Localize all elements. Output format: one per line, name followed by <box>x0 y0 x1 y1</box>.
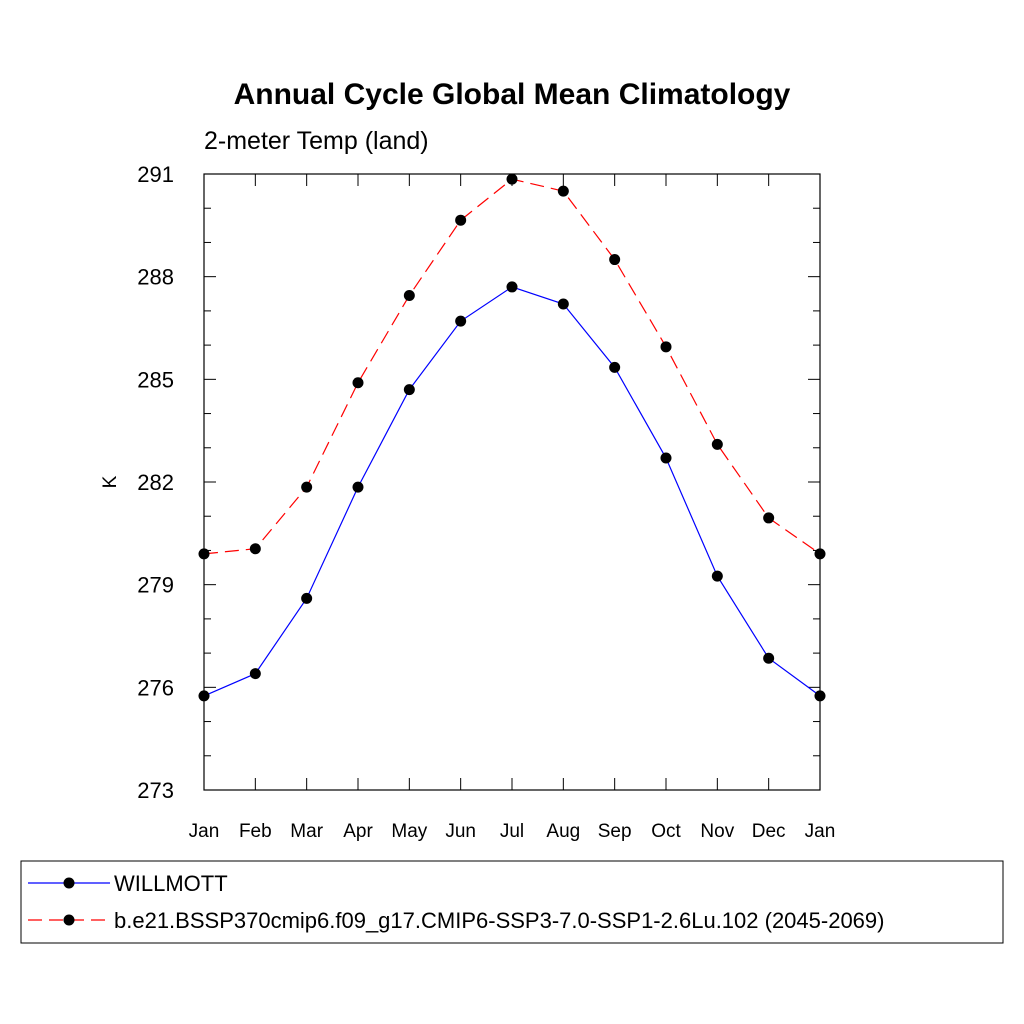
series-2-point <box>711 438 723 450</box>
y-tick-label: 291 <box>137 162 174 187</box>
x-tick-label: Jan <box>189 821 220 842</box>
series-1-point <box>609 361 621 373</box>
series-2-point <box>352 377 364 389</box>
series-2-point <box>763 512 775 524</box>
series-1-point <box>352 481 364 493</box>
series-1-point <box>403 384 415 396</box>
series-1-point <box>660 452 672 464</box>
series-1-point <box>301 592 313 604</box>
series-2-point <box>249 543 261 555</box>
series-line-2 <box>203 178 821 555</box>
series-1-point <box>763 652 775 664</box>
y-tick-label: 288 <box>137 265 174 290</box>
legend-marker-1 <box>63 877 75 889</box>
series-2-point <box>609 254 621 266</box>
y-tick-label: 273 <box>137 778 174 803</box>
series-1-point <box>506 281 518 293</box>
series-2-point <box>557 185 569 197</box>
series-2-point <box>455 214 467 226</box>
series-2-point <box>506 173 518 185</box>
series-lines <box>203 178 821 697</box>
legend-label-1: WILLMOTT <box>114 871 228 896</box>
series-2-point <box>814 548 826 560</box>
x-tick-label: Jul <box>500 821 524 842</box>
legend-box <box>20 860 1004 944</box>
y-tick-label: 285 <box>137 367 174 392</box>
series-2-point <box>198 548 210 560</box>
series-2-point <box>403 289 415 301</box>
series-2-point <box>301 481 313 493</box>
series-1-point <box>557 298 569 310</box>
series-1-point <box>455 315 467 327</box>
y-tick-label: 279 <box>137 573 174 598</box>
legend-marker-2 <box>63 914 75 926</box>
y-tick-label: 282 <box>137 470 174 495</box>
series-1-point <box>198 690 210 702</box>
x-tick-label: Feb <box>239 821 272 842</box>
x-tick-label: Sep <box>598 821 632 842</box>
plot-frame <box>203 173 821 791</box>
legend-label-2: b.e21.BSSP370cmip6.f09_g17.CMIP6-SSP3-7.… <box>114 908 884 933</box>
y-tick-label: 276 <box>137 675 174 700</box>
x-tick-label: May <box>391 821 427 842</box>
series-1-point <box>249 668 261 680</box>
x-tick-label: Oct <box>651 821 681 842</box>
y-axis-tick-labels: 273 276 279 282 285 288 291 <box>137 162 174 803</box>
x-tick-label: Jan <box>805 821 836 842</box>
series-2-point <box>660 341 672 353</box>
x-tick-label: Aug <box>546 821 580 842</box>
x-tick-label: Dec <box>752 821 786 842</box>
x-tick-label: Apr <box>343 821 373 842</box>
x-tick-label: Nov <box>700 821 734 842</box>
chart-title: Annual Cycle Global Mean Climatology <box>234 78 791 111</box>
series-points <box>198 173 826 702</box>
y-axis-label: K <box>100 475 121 488</box>
x-tick-label: Jun <box>445 821 476 842</box>
series-1-point <box>814 690 826 702</box>
series-1-point <box>711 570 723 582</box>
legend: WILLMOTT b.e21.BSSP370cmip6.f09_g17.CMIP6… <box>28 871 884 933</box>
axis-ticks <box>203 173 821 791</box>
x-axis-tick-labels: Jan Feb Mar Apr May Jun Jul Aug Sep Oct Nov Dec Jan <box>189 821 836 842</box>
series-line-1 <box>203 286 821 697</box>
x-tick-label: Mar <box>290 821 323 842</box>
chart-subtitle: 2-meter Temp (land) <box>204 127 429 155</box>
